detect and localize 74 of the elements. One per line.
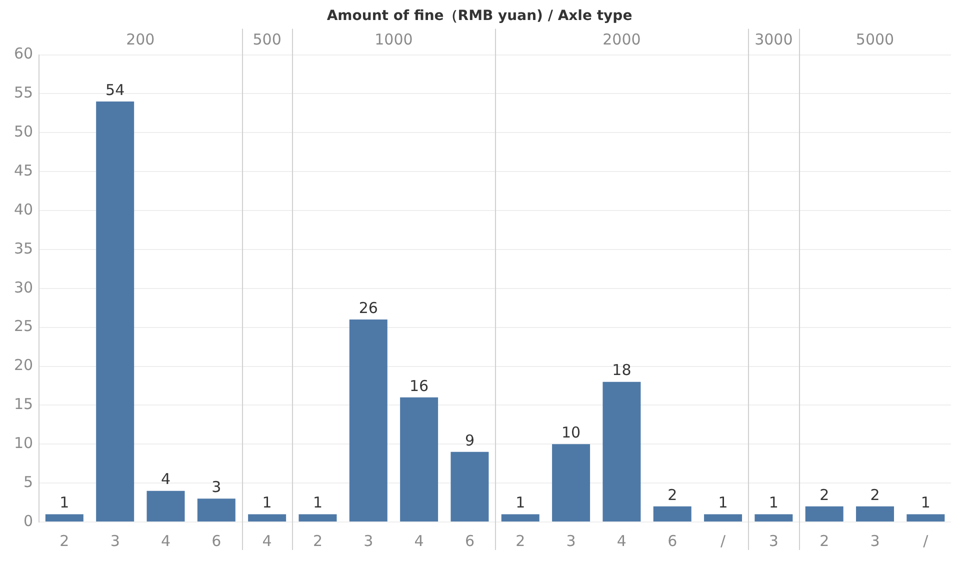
bar: [856, 506, 894, 522]
data-label: 18: [612, 361, 632, 380]
bar: [552, 444, 590, 522]
text: 5000: [856, 30, 894, 49]
bar: [450, 452, 489, 522]
x-tick-label: /: [720, 532, 726, 550]
data-label: 26: [358, 298, 378, 317]
x-tick-label: 4: [616, 532, 626, 550]
x-tick-label: 4: [414, 532, 424, 550]
x-tick-label: 2: [516, 532, 526, 550]
y-tick-label: 45: [14, 161, 34, 180]
bar: [400, 397, 438, 522]
data-label: 2: [820, 486, 830, 504]
y-tick-label: 15: [14, 395, 34, 414]
bar: [298, 514, 337, 522]
y-tick-label: 55: [14, 84, 34, 102]
y-tick-label: 20: [14, 356, 34, 374]
x-tick-label: 4: [262, 532, 272, 550]
y-tick-label: 60: [14, 44, 34, 63]
x-tick-label: 6: [668, 532, 678, 550]
chart-title: Amount of fine（RMB yuan) / Axle type: [326, 8, 632, 24]
data-label: 10: [561, 424, 581, 442]
x-tick-label: 6: [464, 532, 474, 550]
x-tick-label: 4: [160, 532, 171, 550]
data-label: 16: [410, 376, 429, 395]
bar: [197, 498, 236, 522]
text: 3000: [754, 30, 793, 49]
y-tick-label: 40: [14, 200, 34, 218]
x-tick-label: 6: [212, 532, 222, 550]
bar: [45, 514, 84, 522]
bar: [805, 506, 844, 522]
data-label: 1: [60, 494, 70, 512]
x-tick-label: 2: [60, 532, 70, 550]
x-tick-label: 3: [566, 532, 576, 550]
bar: [349, 320, 388, 522]
x-tick-label: 3: [768, 532, 778, 550]
x-tick-label: 2: [820, 532, 830, 550]
bar: [96, 102, 134, 522]
data-label: 54: [106, 80, 125, 99]
bar: [754, 514, 793, 522]
text: 1000: [374, 30, 413, 49]
bar: [906, 514, 945, 522]
x-tick-label: /: [923, 532, 930, 550]
bar: [653, 506, 692, 522]
x-tick-label: 2: [312, 532, 322, 550]
x-tick-label: 3: [870, 532, 880, 550]
bar: [704, 514, 742, 522]
data-label: 3: [212, 478, 222, 496]
data-label: 1: [768, 494, 778, 512]
y-tick-label: 25: [14, 317, 34, 336]
data-label: 1: [312, 494, 322, 512]
y-tick-label: 35: [14, 239, 34, 258]
text: 500: [252, 30, 282, 49]
data-label: 4: [160, 470, 171, 488]
bar: [248, 514, 286, 522]
text: 200: [126, 30, 155, 49]
y-tick-label: 50: [14, 122, 34, 141]
bar: [602, 382, 641, 522]
bar: [501, 514, 540, 522]
data-label: 1: [262, 494, 272, 512]
y-tick-label: 5: [24, 472, 34, 491]
data-label: 9: [464, 431, 474, 450]
data-label: 1: [718, 494, 728, 512]
data-label: 2: [668, 486, 678, 504]
y-tick-label: 30: [14, 278, 34, 296]
data-label: 1: [516, 494, 526, 512]
y-tick-label: 0: [24, 512, 34, 530]
data-label: 1: [920, 494, 930, 512]
data-label: 2: [870, 486, 880, 504]
text: 2000: [602, 30, 641, 49]
x-tick-label: 3: [110, 532, 120, 550]
x-tick-label: 3: [364, 532, 374, 550]
y-tick-label: 10: [14, 434, 34, 452]
bar: [146, 490, 185, 522]
